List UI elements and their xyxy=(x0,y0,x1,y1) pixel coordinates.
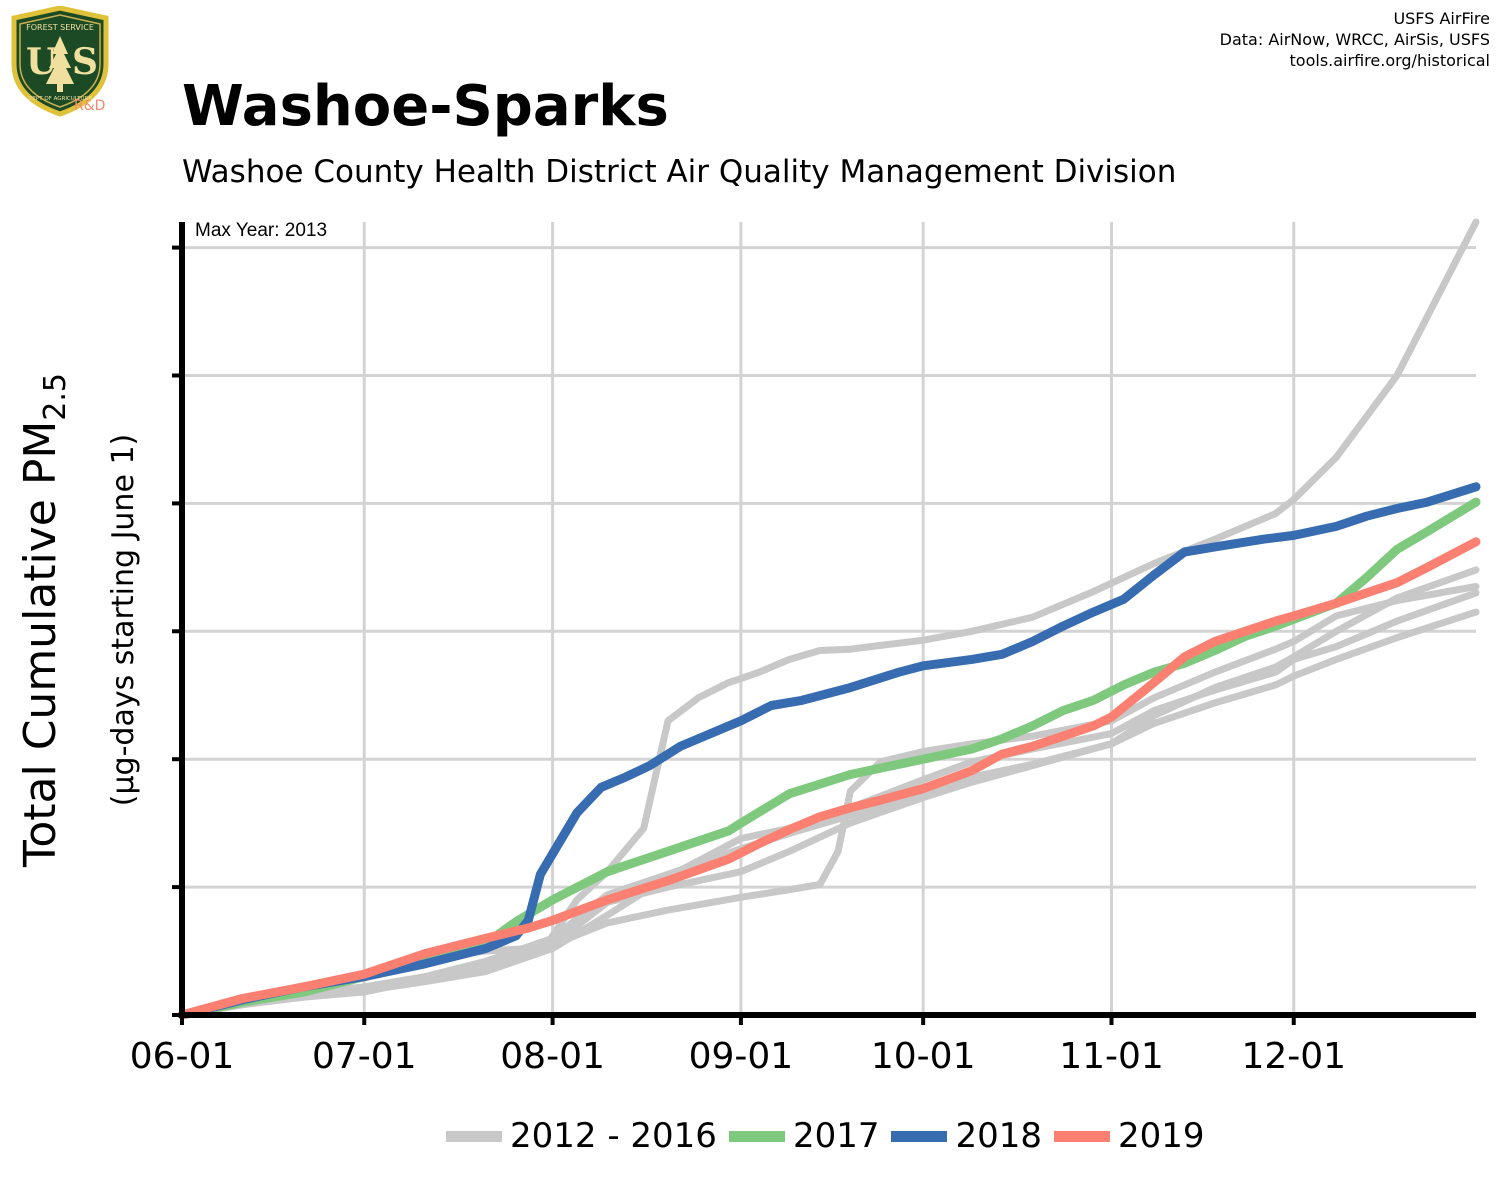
legend: 2012 - 2016 2017 2018 2019 xyxy=(446,1114,1217,1158)
y-axis-label-subscript: 2.5 xyxy=(38,373,73,421)
credit-line-airfire: USFS AirFire xyxy=(1393,9,1490,28)
y-axis-label: Total Cumulative PM2.5 (µg-days starting… xyxy=(15,373,141,868)
logo-rd-label: R&D xyxy=(74,98,106,114)
legend-item-2018: 2018 xyxy=(891,1116,1042,1156)
x-tick-label-0: 06-01 xyxy=(130,1036,235,1077)
x-tick-label-2: 08-01 xyxy=(500,1036,605,1077)
axes xyxy=(172,222,1476,1025)
gridlines xyxy=(182,222,1476,1015)
credit-line-data-sources: Data: AirNow, WRCC, AirSis, USFS xyxy=(1219,30,1490,49)
legend-label-2012-2016: 2012 - 2016 xyxy=(510,1116,717,1156)
x-tick-label-3: 09-01 xyxy=(689,1036,794,1077)
highlight-years-series xyxy=(177,482,1481,1020)
legend-label-2019: 2019 xyxy=(1118,1116,1205,1156)
chart-subtitle: Washoe County Health District Air Qualit… xyxy=(182,154,1177,190)
svg-text:DEPT OF AGRICULTURE: DEPT OF AGRICULTURE xyxy=(28,96,92,102)
legend-label-2018: 2018 xyxy=(955,1116,1043,1156)
svg-text:S: S xyxy=(72,41,98,83)
x-tick-label-6: 12-01 xyxy=(1241,1036,1346,1077)
credit-line-url[interactable]: tools.airfire.org/historical xyxy=(1289,51,1490,70)
legend-item-2017: 2017 xyxy=(728,1116,880,1156)
legend-swatch-2012-2016 xyxy=(446,1130,502,1142)
x-tick-label-5: 11-01 xyxy=(1059,1036,1164,1077)
legend-swatch-2017 xyxy=(728,1130,785,1142)
legend-item-2019: 2019 xyxy=(1054,1116,1205,1156)
max-year-annotation: Max Year: 2013 xyxy=(195,220,328,241)
legend-swatch-2018 xyxy=(891,1130,948,1142)
x-tick-label-1: 07-01 xyxy=(312,1036,417,1077)
x-tick-labels: 06-01 07-01 08-01 09-01 10-01 11-01 12-01 xyxy=(130,1036,1346,1077)
legend-label-2017: 2017 xyxy=(792,1116,880,1156)
x-tick-label-4: 10-01 xyxy=(871,1036,976,1077)
forest-service-shield-logo: FOREST SERVICE U S DEPT OF AGRICULTURE xyxy=(11,6,109,117)
y-axis-label-main: Total Cumulative PM xyxy=(15,421,66,868)
series-line-2012-2016-4 xyxy=(178,566,1480,1019)
legend-item-2012-2016: 2012 - 2016 xyxy=(446,1116,717,1156)
series-line-2019-7 xyxy=(177,537,1481,1020)
chart-title: Washoe-Sparks xyxy=(182,74,669,139)
series-line-2018-6 xyxy=(177,482,1481,1020)
legend-swatch-2019 xyxy=(1054,1130,1111,1142)
credit-block: USFS AirFire Data: AirNow, WRCC, AirSis,… xyxy=(1220,8,1490,71)
series-line-2012-2016-3 xyxy=(178,589,1480,1019)
svg-text:FOREST SERVICE: FOREST SERVICE xyxy=(26,23,94,32)
y-axis-units-label: (µg-days starting June 1) xyxy=(106,434,141,806)
svg-text:Total Cumulative PM2.5: Total Cumulative PM2.5 xyxy=(15,373,73,868)
